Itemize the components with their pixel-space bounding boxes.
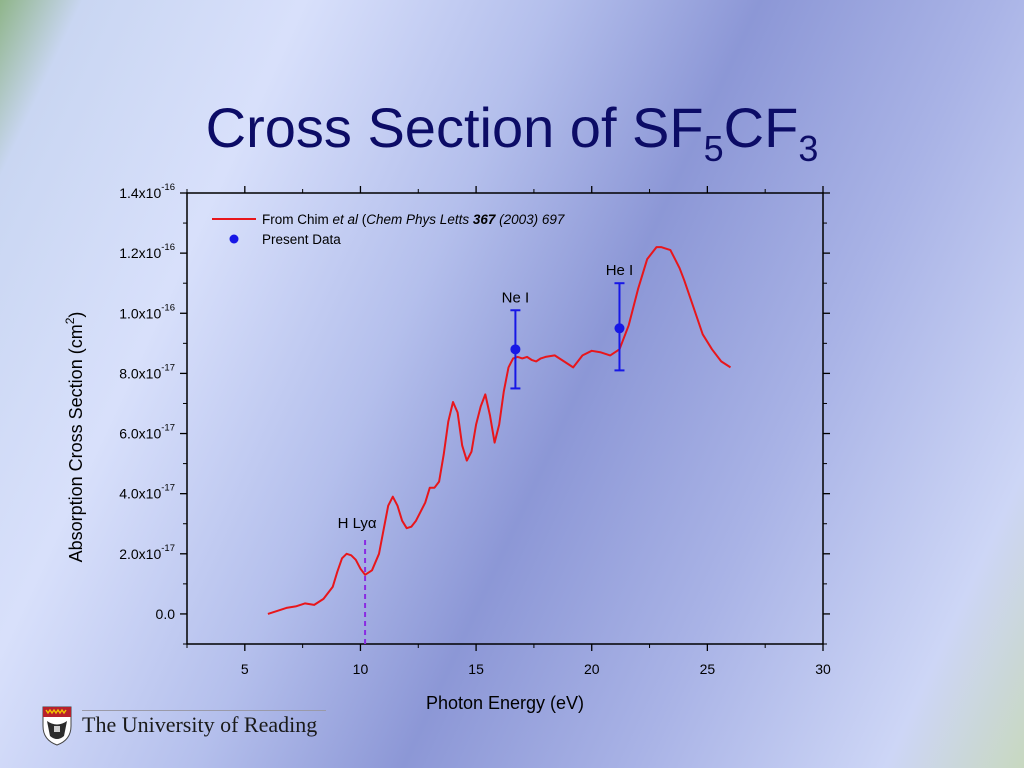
present-data-point-1: [510, 344, 521, 355]
x-axis-label: Photon Energy (eV): [426, 693, 584, 713]
page-title: Cross Section of SF5CF3: [205, 96, 819, 169]
x-tick-label: 25: [700, 661, 716, 677]
x-tick-label: 5: [241, 661, 249, 677]
y-tick-label: 1.0x10-16: [119, 302, 175, 321]
y-tick-label: 8.0x10-17: [119, 362, 175, 381]
legend-line-label: From Chim et al (Chem Phys Letts 367 (20…: [262, 212, 565, 227]
y-axis-label: Absorption Cross Section (cm2): [63, 312, 86, 563]
present-data-point-2: [614, 323, 625, 334]
university-name: The University of Reading: [82, 712, 318, 737]
x-tick-label: 15: [468, 661, 484, 677]
footer-rule: [82, 710, 326, 711]
legend-point-swatch: [229, 234, 239, 244]
y-tick-label: 1.4x10-16: [119, 182, 175, 201]
y-tick-label: 4.0x10-17: [119, 483, 175, 502]
y-tick-label: 2.0x10-17: [119, 543, 175, 562]
y-tick-label: 1.2x10-16: [119, 242, 175, 261]
y-tick-label: 0.0: [156, 606, 176, 622]
y-tick-label: 6.0x10-17: [119, 423, 175, 442]
x-tick-label: 30: [815, 661, 831, 677]
plot-area: [186, 192, 824, 645]
university-crest-icon: [42, 706, 72, 746]
legend-point-label: Present Data: [262, 232, 341, 247]
present-data-point-1-label: Ne I: [502, 289, 530, 306]
x-tick-label: 10: [353, 661, 369, 677]
chim-cross-section-line: [267, 246, 732, 615]
x-tick-label: 20: [584, 661, 600, 677]
present-data-point-2-label: He I: [606, 262, 634, 279]
legend: From Chim et al (Chem Phys Letts 367 (20…: [212, 212, 565, 247]
hlya-label: H Lyα: [338, 515, 377, 532]
